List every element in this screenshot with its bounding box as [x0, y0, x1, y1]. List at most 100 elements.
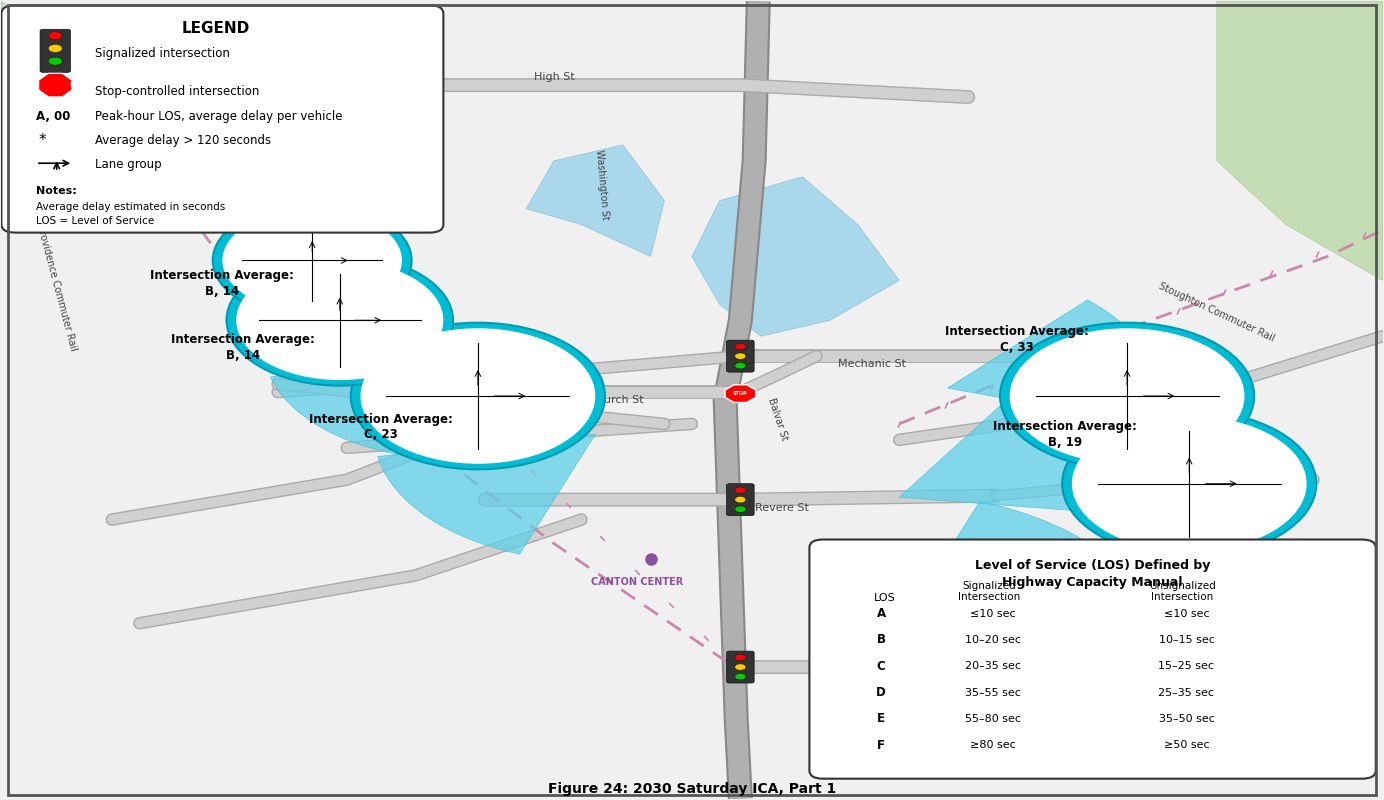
Circle shape [735, 664, 746, 670]
Circle shape [237, 261, 443, 380]
FancyBboxPatch shape [727, 651, 754, 683]
Circle shape [227, 255, 453, 386]
Text: Intersection Average:: Intersection Average: [980, 556, 1122, 569]
Text: Providence Commuter Rail: Providence Commuter Rail [35, 224, 79, 353]
Text: 35–55 sec: 35–55 sec [965, 687, 1021, 698]
Text: 10–15 sec: 10–15 sec [1158, 635, 1214, 645]
FancyBboxPatch shape [810, 539, 1376, 778]
Text: C, 23: C, 23 [364, 429, 399, 442]
Circle shape [1071, 416, 1306, 551]
Text: C: C [877, 660, 886, 673]
Circle shape [1041, 538, 1323, 701]
Text: LEGEND: LEGEND [181, 21, 249, 36]
Text: Church St: Church St [588, 395, 644, 405]
Text: Figure 24: 2030 Saturday ICA, Part 1: Figure 24: 2030 Saturday ICA, Part 1 [548, 782, 836, 796]
Text: Level of Service (LOS) Defined by
Highway Capacity Manual: Level of Service (LOS) Defined by Highwa… [974, 559, 1210, 590]
Text: 15–25 sec: 15–25 sec [1158, 662, 1215, 671]
Text: STOP: STOP [71, 82, 84, 86]
Circle shape [1010, 328, 1244, 464]
Circle shape [213, 203, 411, 318]
Circle shape [1062, 410, 1316, 557]
Text: B, 19: B, 19 [1048, 437, 1082, 450]
Text: Lane group: Lane group [95, 158, 162, 171]
Text: Average delay > 120 seconds: Average delay > 120 seconds [95, 134, 271, 147]
Circle shape [735, 343, 746, 350]
Text: 25–35 sec: 25–35 sec [1158, 687, 1215, 698]
Circle shape [179, 103, 404, 234]
Text: C, 33: C, 33 [999, 341, 1034, 354]
Text: STOP: STOP [734, 391, 747, 396]
Text: C, 24: C, 24 [1034, 572, 1068, 585]
Text: F: F [877, 738, 886, 752]
Text: Intersection Average:: Intersection Average: [130, 178, 274, 191]
Text: ≤10 sec: ≤10 sec [970, 609, 1016, 618]
Text: 20–35 sec: 20–35 sec [965, 662, 1021, 671]
Polygon shape [692, 177, 900, 336]
Text: Signalized
Intersection: Signalized Intersection [958, 581, 1020, 602]
Circle shape [1050, 543, 1313, 695]
Text: 55–80 sec: 55–80 sec [965, 714, 1021, 724]
Wedge shape [378, 434, 595, 554]
Wedge shape [948, 300, 1154, 424]
Polygon shape [1217, 2, 1383, 281]
Circle shape [360, 328, 595, 464]
Wedge shape [900, 383, 1133, 515]
Text: 10–20 sec: 10–20 sec [965, 635, 1021, 645]
Text: Revere St: Revere St [754, 502, 808, 513]
Text: E: E [877, 712, 886, 726]
Circle shape [735, 353, 746, 359]
Text: ≤10 sec: ≤10 sec [1164, 609, 1210, 618]
Text: Naponset St: Naponset St [518, 378, 577, 387]
Text: B: B [876, 634, 886, 646]
Circle shape [48, 32, 62, 40]
Text: B, 14: B, 14 [205, 285, 239, 298]
Text: Peak-hour LOS, average delay per vehicle: Peak-hour LOS, average delay per vehicle [95, 110, 343, 123]
Text: LOS: LOS [875, 593, 895, 602]
Polygon shape [1, 2, 112, 177]
Text: Sherman St: Sherman St [963, 670, 1028, 680]
Text: Intersection Average:: Intersection Average: [151, 269, 295, 282]
Polygon shape [725, 385, 756, 402]
Circle shape [350, 322, 605, 470]
FancyBboxPatch shape [1, 6, 443, 233]
FancyBboxPatch shape [727, 340, 754, 372]
Text: Intersection Average:: Intersection Average: [945, 325, 1089, 338]
Text: Intersection Average:: Intersection Average: [172, 333, 316, 346]
Wedge shape [886, 502, 1161, 651]
FancyBboxPatch shape [727, 484, 754, 515]
Text: A, 00: A, 00 [36, 110, 71, 123]
Circle shape [735, 506, 746, 513]
Text: Intersection Average:: Intersection Average: [309, 413, 453, 426]
Circle shape [735, 497, 746, 503]
Circle shape [188, 109, 394, 229]
Text: Mechanic St: Mechanic St [837, 359, 905, 369]
Text: Balvar St: Balvar St [765, 397, 789, 442]
Text: 35–50 sec: 35–50 sec [1158, 714, 1214, 724]
Text: Unsignalized
Intersection: Unsignalized Intersection [1149, 581, 1215, 602]
Text: High St: High St [533, 72, 574, 82]
Circle shape [1001, 322, 1254, 470]
Text: ≥50 sec: ≥50 sec [1164, 740, 1210, 750]
Circle shape [223, 209, 401, 312]
Text: Stop-controlled intersection: Stop-controlled intersection [95, 85, 260, 98]
Text: Stoughton Commuter Rail: Stoughton Commuter Rail [1157, 281, 1276, 343]
Text: ≥80 sec: ≥80 sec [970, 740, 1016, 750]
Text: CANTON CENTER: CANTON CENTER [591, 577, 682, 587]
Wedge shape [270, 348, 457, 456]
Circle shape [48, 45, 62, 53]
Text: B, 14: B, 14 [226, 349, 260, 362]
Text: Notes:: Notes: [36, 186, 76, 196]
Circle shape [735, 362, 746, 369]
Text: B, 13: B, 13 [184, 194, 219, 207]
Text: LOS = Level of Service: LOS = Level of Service [36, 216, 154, 226]
Polygon shape [526, 145, 664, 257]
Wedge shape [223, 189, 388, 290]
Text: Intersection Average:: Intersection Average: [992, 421, 1136, 434]
Circle shape [735, 654, 746, 661]
Text: Signalized intersection: Signalized intersection [95, 46, 230, 60]
Text: A: A [876, 607, 886, 620]
Circle shape [48, 57, 62, 65]
Text: Washington St: Washington St [594, 149, 610, 220]
Circle shape [735, 487, 746, 494]
Text: D: D [876, 686, 886, 699]
